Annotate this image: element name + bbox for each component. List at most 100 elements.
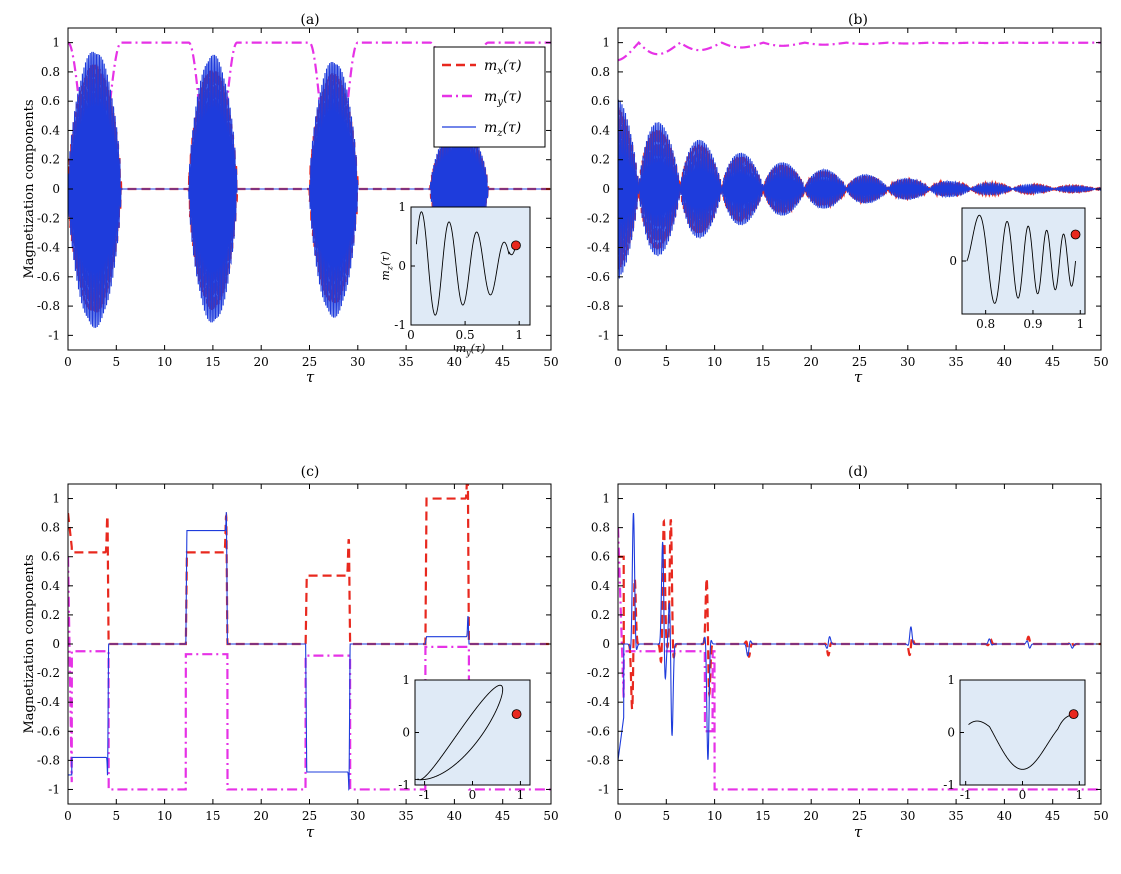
inset-y-tick-label: 1 [398,200,406,214]
y-tick-label: 0.2 [41,153,60,167]
x-axis-label: τ [854,368,863,386]
x-tick-label: 10 [157,809,172,823]
inset-trajectory [415,211,517,316]
x-tick-label: 40 [997,809,1012,823]
y-tick-label: -0.2 [37,211,60,225]
series-line-m_z [68,512,551,791]
x-tick-label: 15 [205,809,220,823]
x-tick-label: 25 [852,355,867,369]
y-tick-label: -0.2 [587,666,610,680]
y-tick-label: 1 [602,492,610,506]
x-tick-label: 10 [707,355,722,369]
y-tick-label: 1 [52,36,60,50]
panel-a: (a)0 5 10 15 20 25 30 35 40 45 50-1-0.8-0.6-0.4-0.… [22,12,559,386]
x-axis-label: τ [306,368,315,386]
x-tick-label: 50 [1093,809,1108,823]
inset: -1 0 1 -1 0 1 [398,673,531,802]
x-tick-label: 5 [112,355,120,369]
y-tick-label: -1 [598,782,610,796]
x-tick-label: 0 [614,809,622,823]
x-tick-label: 40 [447,809,462,823]
y-tick-label: -0.2 [587,211,610,225]
inset-x-tick-label: 1 [517,788,525,802]
x-tick-label: 5 [662,355,670,369]
inset-x-tick-label: 1 [1076,317,1084,331]
x-tick-label: 30 [350,809,365,823]
y-tick-label: -0.8 [587,753,610,767]
y-tick-label: 0.8 [591,65,610,79]
y-tick-label: 0.4 [591,579,610,593]
panel-d: (d)0 5 10 15 20 25 30 35 40 45 50-1-0.8-0.6-0.4-0.… [587,464,1109,841]
inset-trajectory [415,684,504,781]
x-tick-label: 0 [64,809,72,823]
y-tick-label: 0 [602,637,610,651]
y-tick-label: 0 [52,637,60,651]
x-axis-label: τ [306,823,315,841]
y-tick-label: 0 [52,182,60,196]
inset-y-tick-label: 1 [402,673,410,687]
x-tick-label: 20 [254,809,269,823]
series-line-m_y [68,556,551,791]
y-tick-label: -0.8 [37,753,60,767]
y-tick-label: -0.6 [37,270,60,284]
inset-y-label: mz(τ) [379,251,394,280]
inset-trajectory [966,214,1076,304]
y-tick-label: 0.4 [41,579,60,593]
x-tick-label: 30 [350,355,365,369]
y-tick-label: -0.6 [587,270,610,284]
series-line-m_y [618,41,1101,62]
y-axis-label: Magnetization components [22,554,37,733]
inset-x-tick-label: 1 [515,328,523,342]
inset-x-label: my(τ) [456,342,486,357]
inset-x-tick-label: 0 [1019,788,1027,802]
y-tick-label: -0.8 [587,299,610,313]
y-tick-label: 0.6 [591,94,610,108]
inset-x-tick-label: 0.9 [1023,317,1042,331]
inset-x-tick-label: 0.8 [976,317,995,331]
x-tick-label: 25 [852,809,867,823]
x-tick-label: 15 [755,355,770,369]
inset-x-tick-label: 0 [407,328,415,342]
y-tick-label: 0.2 [591,608,610,622]
panel-b: (b)0 5 10 15 20 25 30 35 40 45 50-1-0.8-0.6-0.4-0.… [587,12,1109,386]
x-tick-label: 35 [398,355,413,369]
y-tick-label: 1 [52,492,60,506]
y-tick-label: 0.6 [591,550,610,564]
x-tick-label: 35 [948,809,963,823]
inset-x-tick-label: 0.5 [456,328,475,342]
x-tick-label: 10 [707,809,722,823]
x-tick-label: 35 [398,809,413,823]
inset-y-tick-label: 0 [402,726,410,740]
y-tick-label: -1 [598,328,610,342]
y-tick-label: 1 [602,36,610,50]
x-tick-label: 50 [1093,355,1108,369]
y-tick-label: 0.6 [41,550,60,564]
x-tick-label: 25 [302,809,317,823]
inset-x-tick-label: -1 [419,788,431,802]
x-tick-label: 35 [948,355,963,369]
y-tick-label: 0.4 [591,123,610,137]
x-tick-label: 45 [495,809,510,823]
y-tick-label: -0.6 [587,724,610,738]
inset-end-point [1068,709,1079,720]
inset: 0.8 0.9 1 0 [949,207,1086,331]
y-tick-label: 0.4 [41,123,60,137]
y-tick-label: 0.8 [41,65,60,79]
legend-entry-m_z: mz(τ) [484,120,521,139]
series-group [618,513,1101,791]
legend-entry-m_y: my(τ) [484,89,522,108]
legend-entry-m_x: mx(τ) [484,58,522,77]
x-tick-label: 10 [157,355,172,369]
inset-end-point [1070,229,1081,240]
inset-y-tick-label: 0 [947,726,955,740]
inset-x-tick-label: 1 [1075,788,1083,802]
x-tick-label: 40 [997,355,1012,369]
x-axis-label: τ [854,823,863,841]
x-tick-label: 0 [614,355,622,369]
panel-title: (c) [301,464,320,480]
x-tick-label: 25 [302,355,317,369]
inset-y-tick-label: -1 [398,778,410,792]
x-tick-label: 20 [804,809,819,823]
y-tick-label: -1 [48,782,60,796]
y-tick-label: 0.2 [591,153,610,167]
